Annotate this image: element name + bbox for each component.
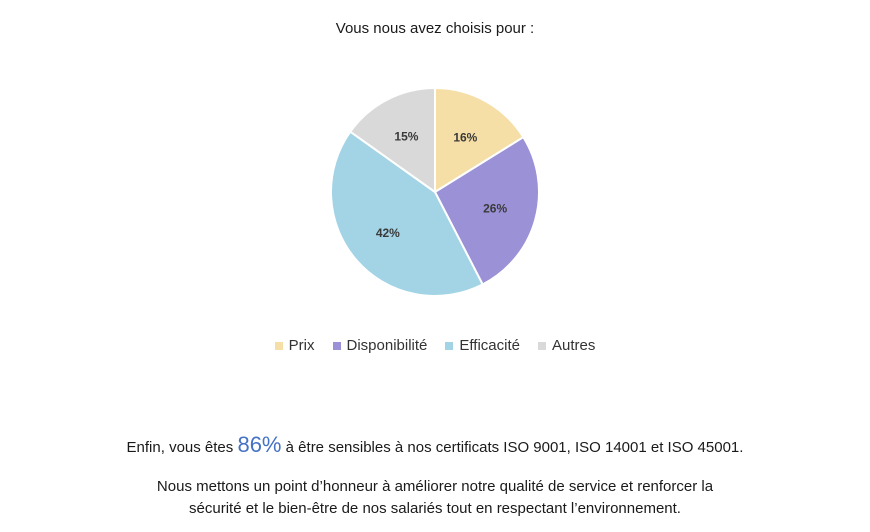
legend-label-efficacite: Efficacité (459, 337, 520, 354)
pie-slice-efficacite (330, 130, 485, 297)
data-label-efficacite: 42% (376, 226, 400, 240)
legend-item-autres: Autres (537, 337, 596, 354)
pie-slice-autres (348, 86, 436, 194)
pie-slice-prix (434, 86, 525, 194)
chart-title: Vous nous avez choisis pour : (335, 20, 535, 37)
sentence-start: Enfin, vous êtes (126, 439, 234, 456)
sentence-end: à être sensibles à nos certificats ISO 9… (285, 439, 744, 456)
data-label-disponibilite: 26% (483, 202, 507, 216)
highlight-percentage: 86% (237, 432, 282, 457)
legend-swatch-autres (537, 341, 546, 350)
legend-label-prix: Prix (288, 337, 315, 354)
legend-label-autres: Autres (551, 337, 596, 354)
commitment-line-1: Nous mettons un point d’honneur à amélio… (156, 478, 714, 495)
legend-swatch-prix (274, 341, 283, 350)
iso-certification-sentence: Enfin, vous êtes 86% à être sensibles à … (0, 434, 870, 459)
commitment-line-2: sécurité et le bien-être de nos salariés… (189, 500, 681, 517)
data-label-autres: 15% (394, 130, 418, 144)
commitment-paragraph: Nous mettons un point d’honneur à amélio… (0, 476, 870, 520)
data-label-prix: 16% (453, 130, 477, 144)
legend-item-disponibilite: Disponibilité (332, 337, 428, 354)
pie-chart: 16% 26% 42% 15% (330, 86, 540, 297)
legend-swatch-disponibilite (332, 341, 341, 350)
legend-item-efficacite: Efficacité (445, 337, 520, 354)
legend-item-prix: Prix (274, 337, 315, 354)
chart-legend: Prix Disponibilité Efficacité Autres (0, 337, 870, 354)
legend-swatch-efficacite (445, 341, 454, 350)
legend-label-disponibilite: Disponibilité (346, 337, 428, 354)
pie-slice-disponibilite (433, 135, 540, 286)
